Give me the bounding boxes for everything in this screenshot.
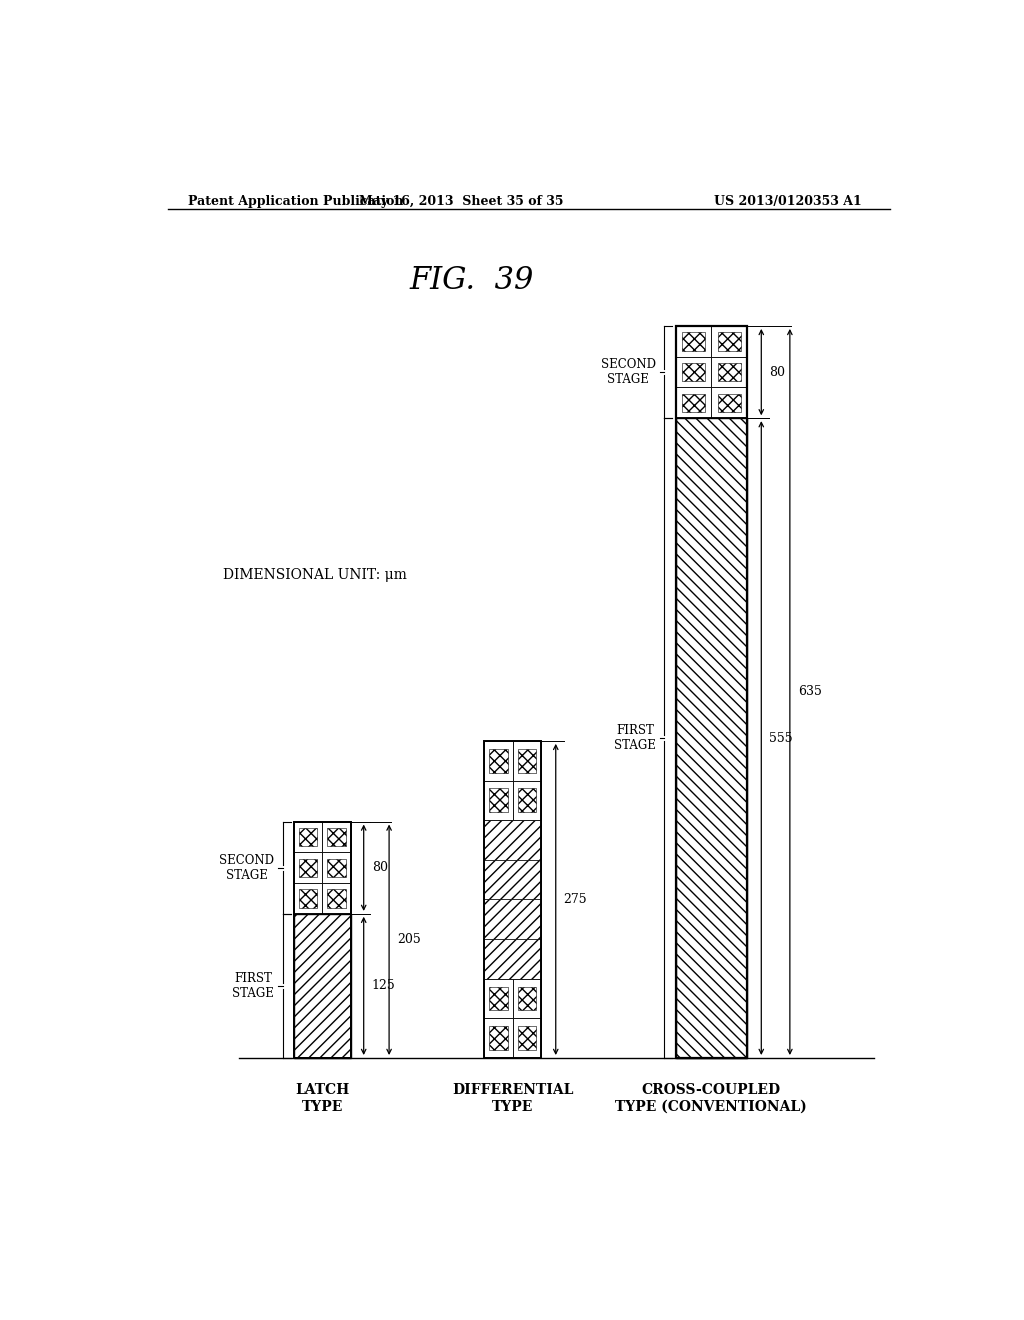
Bar — [712, 326, 748, 356]
Bar — [328, 858, 346, 876]
Bar — [718, 393, 740, 412]
Text: FIRST
STAGE: FIRST STAGE — [613, 725, 655, 752]
Bar — [518, 986, 537, 1010]
Bar — [712, 388, 748, 418]
Bar — [294, 821, 323, 853]
Bar — [676, 418, 746, 1057]
Bar — [676, 326, 746, 418]
Bar — [676, 418, 746, 1057]
Bar — [682, 393, 706, 412]
Bar — [484, 978, 513, 1018]
Bar — [294, 913, 351, 1057]
Text: May 16, 2013  Sheet 35 of 35: May 16, 2013 Sheet 35 of 35 — [359, 195, 563, 209]
Bar — [682, 333, 706, 351]
Text: SECOND
STAGE: SECOND STAGE — [601, 358, 655, 387]
Text: LATCH
TYPE: LATCH TYPE — [295, 1084, 349, 1114]
Bar — [489, 1026, 508, 1049]
Bar — [484, 741, 513, 780]
Text: FIRST
STAGE: FIRST STAGE — [232, 972, 274, 999]
Bar — [513, 780, 542, 820]
Bar — [518, 748, 537, 772]
Text: 125: 125 — [372, 979, 395, 993]
Bar — [294, 853, 323, 883]
Bar — [323, 853, 351, 883]
Bar — [676, 326, 712, 356]
Text: DIMENSIONAL UNIT: μm: DIMENSIONAL UNIT: μm — [223, 568, 408, 582]
Bar — [299, 828, 317, 846]
Bar — [489, 748, 508, 772]
Text: 275: 275 — [563, 892, 588, 906]
Bar — [676, 356, 712, 388]
Bar — [484, 899, 542, 939]
Bar — [294, 883, 323, 913]
Bar — [323, 821, 351, 853]
Bar — [513, 1018, 542, 1057]
Bar — [294, 821, 351, 913]
Bar — [299, 858, 317, 876]
Text: 205: 205 — [397, 933, 421, 946]
Text: FIG.  39: FIG. 39 — [410, 265, 535, 296]
Bar — [489, 788, 508, 812]
Bar — [484, 820, 542, 859]
Bar — [299, 890, 317, 908]
Text: US 2013/0120353 A1: US 2013/0120353 A1 — [715, 195, 862, 209]
Text: 80: 80 — [769, 366, 785, 379]
Bar — [513, 741, 542, 780]
Text: Patent Application Publication: Patent Application Publication — [187, 195, 403, 209]
Bar — [484, 1018, 513, 1057]
Bar — [484, 859, 542, 899]
Bar — [294, 821, 351, 1057]
Bar — [682, 363, 706, 381]
Bar — [489, 986, 508, 1010]
Text: DIFFERENTIAL
TYPE: DIFFERENTIAL TYPE — [453, 1084, 573, 1114]
Bar — [484, 939, 542, 978]
Text: SECOND
STAGE: SECOND STAGE — [219, 854, 274, 882]
Bar — [484, 780, 513, 820]
Bar — [518, 788, 537, 812]
Bar — [328, 828, 346, 846]
Bar — [676, 388, 712, 418]
Bar — [513, 978, 542, 1018]
Bar — [676, 326, 746, 1057]
Text: CROSS-COUPLED
TYPE (CONVENTIONAL): CROSS-COUPLED TYPE (CONVENTIONAL) — [615, 1084, 807, 1114]
Text: 80: 80 — [372, 861, 388, 874]
Bar — [294, 913, 351, 1057]
Text: 635: 635 — [798, 685, 821, 698]
Bar — [518, 1026, 537, 1049]
Bar — [712, 356, 748, 388]
Bar — [718, 363, 740, 381]
Bar — [718, 333, 740, 351]
Bar — [328, 890, 346, 908]
Text: 555: 555 — [769, 731, 793, 744]
Bar — [484, 741, 542, 1057]
Bar — [323, 883, 351, 913]
